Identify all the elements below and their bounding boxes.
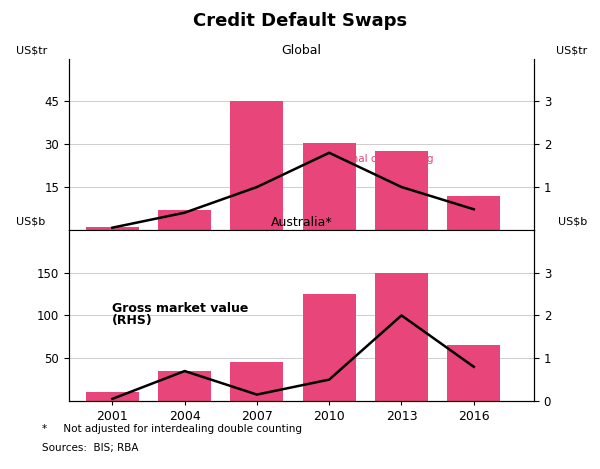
Bar (86, 393, 139, 401)
Text: US$b: US$b (16, 216, 45, 227)
Bar (230, 101, 283, 230)
Text: US$b: US$b (558, 216, 587, 227)
Text: US$tr: US$tr (556, 45, 587, 55)
Bar (447, 196, 500, 230)
Title: Australia*: Australia* (271, 216, 332, 229)
Text: Sources:  BIS; RBA: Sources: BIS; RBA (42, 443, 139, 453)
Bar (447, 345, 500, 401)
Bar (375, 272, 428, 401)
Text: *     Not adjusted for interdealing double counting: * Not adjusted for interdealing double c… (42, 424, 302, 434)
Bar (303, 143, 356, 230)
Bar (158, 210, 211, 230)
Text: Credit Default Swaps: Credit Default Swaps (193, 12, 407, 30)
Text: (RHS): (RHS) (112, 314, 153, 327)
Bar (158, 371, 211, 401)
Text: Gross market value: Gross market value (112, 303, 249, 316)
Text: Notional outstanding: Notional outstanding (325, 154, 434, 164)
Text: US$tr: US$tr (16, 45, 47, 55)
Bar (375, 151, 428, 230)
Bar (230, 363, 283, 401)
Title: Global: Global (281, 45, 322, 58)
Bar (86, 227, 139, 230)
Text: (LHS): (LHS) (325, 166, 353, 175)
Bar (303, 294, 356, 401)
